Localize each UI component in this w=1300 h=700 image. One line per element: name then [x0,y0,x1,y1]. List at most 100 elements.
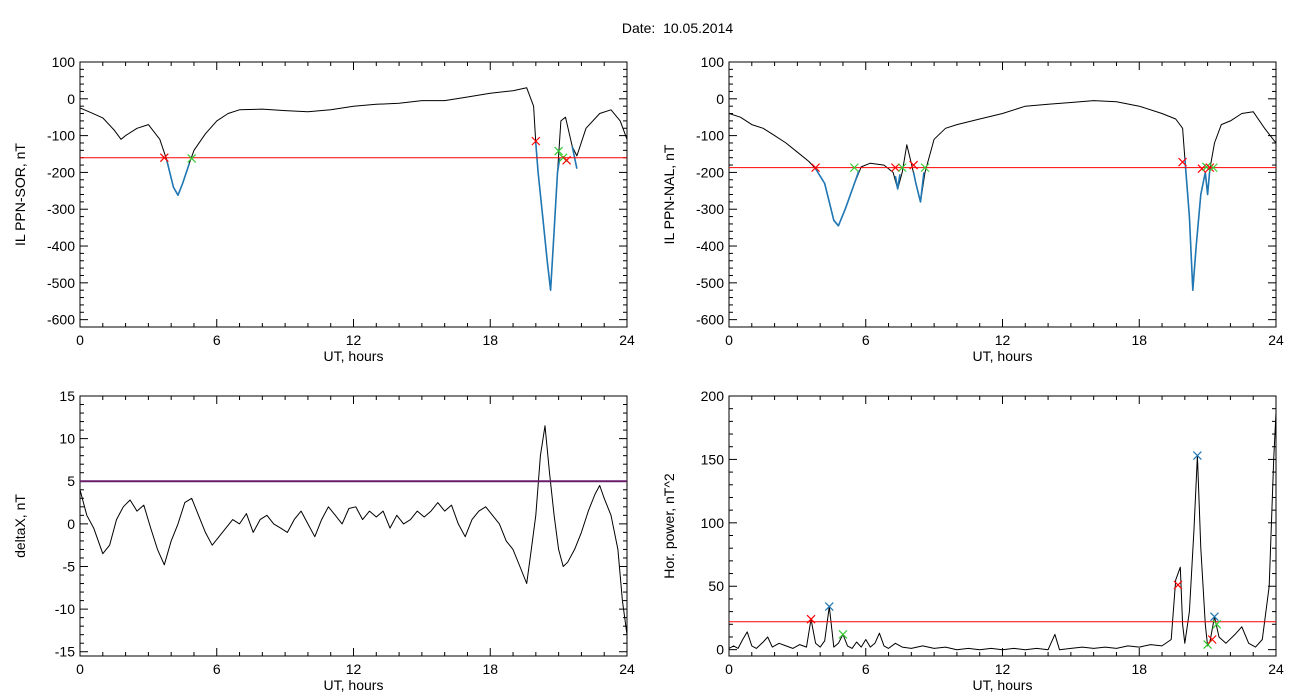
x-tick-label: 12 [346,661,362,677]
y-tick-label: -300 [696,201,724,217]
plot-area [80,425,627,635]
y-axis-label: IL PPN-SOR, nT [12,143,28,246]
axes-frame [79,395,628,657]
event-marker [1208,163,1218,173]
x-axis-label: UT, hours [973,677,1033,693]
y-tick-label: -400 [47,238,75,254]
event-marker [806,614,816,624]
x-tick-label: 6 [213,661,221,677]
x-tick-label: 6 [862,661,870,677]
plot-area [729,412,1276,651]
x-tick-label: 12 [995,661,1011,677]
event-marker [1207,635,1217,644]
x-tick-label: 0 [76,661,84,677]
x-tick-label: 18 [482,661,498,677]
y-tick-label: -15 [55,644,75,660]
event-marker [159,153,169,163]
event-marker [890,163,900,173]
chart-panel-nal: 0 6 12 18 24 100 0 -100 -200 -300 -400 -500 -600 UT, … [661,54,1284,364]
x-tick-label: 18 [1131,661,1147,677]
axes-frame [79,61,628,328]
y-tick-label: -500 [696,275,724,291]
event-marker [554,146,564,156]
event-marker [1210,612,1219,622]
y-axis-label: deltaX, nT [12,494,28,558]
y-tick-label: -5 [63,558,76,574]
event-marker [897,163,907,173]
event-marker [187,154,197,163]
y-tick-label: 100 [701,54,725,70]
series-line [80,425,627,635]
chart-panel-sor: 0 6 12 18 24 100 0 -100 -200 -300 -400 -500 -600 UT, … [12,54,635,364]
chart-panel-deltax: 0 6 12 18 24 15 10 5 0 -5 -10 -15 UT, hours deltaX, n… [12,388,635,693]
y-tick-label: 5 [67,473,75,489]
x-tick-label: 12 [346,332,362,348]
x-tick-label: 24 [619,661,635,677]
event-marker [1205,163,1215,173]
y-tick-label: -100 [696,128,724,144]
event-marker [1197,164,1207,174]
x-tick-label: 18 [1131,332,1147,348]
event-marker [1178,157,1187,167]
series-line [814,168,860,227]
x-tick-label: 12 [995,332,1011,348]
event-marker [1173,580,1183,590]
y-tick-label: 200 [701,388,725,404]
x-tick-label: 18 [482,332,498,348]
x-axis-label: UT, hours [324,348,384,364]
figure-date-title: Date: 10.05.2014 [621,20,734,36]
y-tick-label: 15 [59,388,75,404]
y-tick-label: -600 [696,312,724,328]
y-tick-label: -300 [47,201,75,217]
event-marker [920,163,930,173]
x-axis-label: UT, hours [324,677,384,693]
event-marker [1192,451,1202,461]
x-tick-label: 0 [725,332,733,348]
y-tick-label: -200 [696,164,724,180]
x-tick-label: 0 [725,661,733,677]
y-tick-label: 0 [716,91,724,107]
event-marker [909,160,919,170]
series-line [729,412,1276,651]
y-tick-label: -200 [47,164,75,180]
event-marker [849,163,859,173]
x-tick-label: 24 [1268,661,1284,677]
y-tick-label: 10 [59,431,75,447]
y-tick-label: 0 [716,642,724,658]
y-tick-label: 0 [67,91,75,107]
series-line [729,100,1276,291]
series-line [80,87,627,291]
y-axis-label: Hor. power, nT^2 [661,473,677,579]
chart-panel-power: 0 6 12 18 24 200 150 100 50 0 UT, hours Hor. power,… [661,388,1284,693]
y-tick-label: -500 [47,275,75,291]
series-line [165,159,191,196]
event-marker [562,155,572,165]
y-tick-label: -400 [696,238,724,254]
y-tick-label: -100 [47,128,75,144]
x-tick-label: 6 [213,332,221,348]
y-tick-label: -600 [47,312,75,328]
series-line [912,172,925,203]
x-tick-label: 24 [1268,332,1284,348]
y-tick-label: 150 [701,451,725,467]
y-axis-label: IL PPN-NAL, nT [661,144,677,244]
y-tick-label: 0 [67,516,75,532]
x-tick-label: 0 [76,332,84,348]
event-marker [531,136,541,146]
y-tick-label: 100 [701,515,725,531]
x-axis-label: UT, hours [973,348,1033,364]
event-marker [811,163,821,173]
x-tick-label: 24 [619,332,635,348]
axes-frame [728,61,1277,328]
plot-area [80,87,627,291]
event-marker [1212,619,1222,629]
y-tick-label: -10 [55,601,75,617]
x-tick-label: 6 [862,332,870,348]
series-line [535,142,561,291]
y-tick-label: 100 [52,54,76,70]
plot-area [729,100,1276,291]
series-line [894,174,901,190]
series-line [1184,157,1211,291]
event-marker [824,602,834,611]
